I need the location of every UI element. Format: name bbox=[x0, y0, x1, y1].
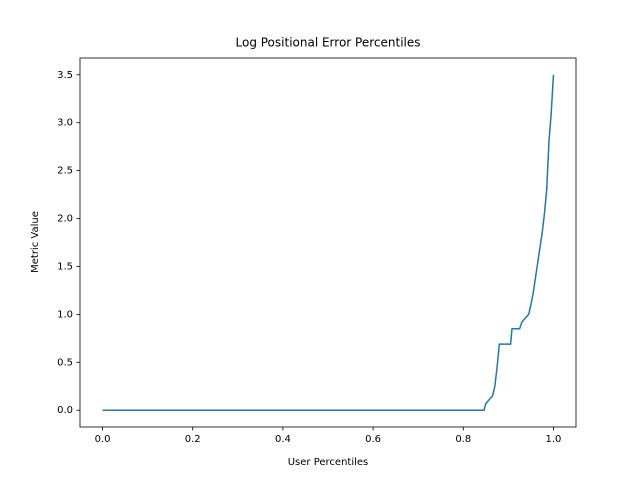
data-line bbox=[102, 74, 555, 411]
x-tick-label: 0.0 bbox=[95, 434, 111, 445]
x-tick-label: 0.6 bbox=[365, 434, 381, 445]
axes-frame bbox=[79, 57, 577, 428]
x-tick-label: 0.4 bbox=[275, 434, 291, 445]
y-tick-label: 3.5 bbox=[57, 70, 73, 81]
y-tick-label: 1.0 bbox=[57, 309, 73, 320]
chart-title: Log Positional Error Percentiles bbox=[236, 36, 421, 50]
y-tick-label: 0.5 bbox=[57, 357, 73, 368]
x-tick-label: 1.0 bbox=[546, 434, 562, 445]
x-tick-label: 0.2 bbox=[185, 434, 201, 445]
x-axis-label: User Percentiles bbox=[288, 457, 369, 468]
y-axis-label: Metric Value bbox=[30, 211, 41, 273]
y-tick-label: 2.5 bbox=[57, 166, 73, 177]
x-tick-label: 0.8 bbox=[455, 434, 471, 445]
y-tick-label: 1.5 bbox=[57, 261, 73, 272]
y-tick-label: 3.0 bbox=[57, 118, 73, 129]
y-tick-label: 0.0 bbox=[57, 405, 73, 416]
y-tick-label: 2.0 bbox=[57, 214, 73, 225]
